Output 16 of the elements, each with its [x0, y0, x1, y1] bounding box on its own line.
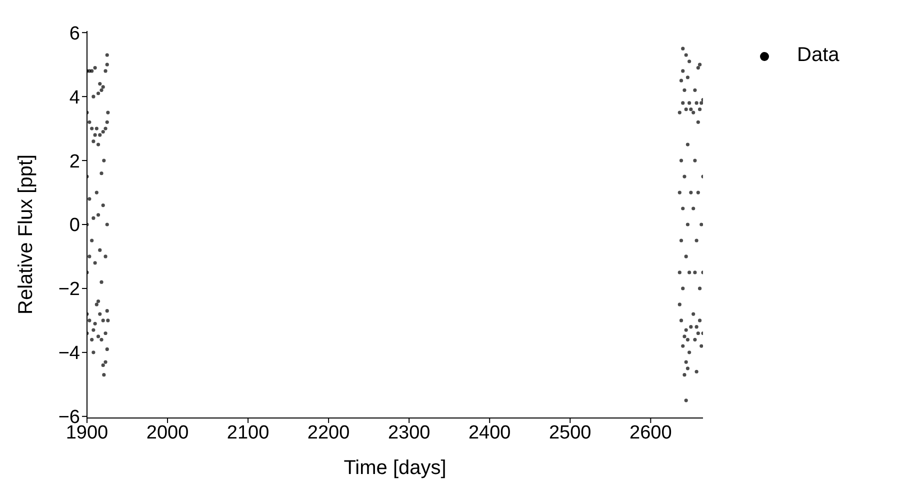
- y-tick-label: 0: [69, 215, 80, 236]
- x-tick-label: 2300: [388, 422, 430, 444]
- legend-label: Data: [797, 44, 840, 66]
- y-tick-label: 2: [69, 151, 80, 172]
- x-tick-label: 2500: [548, 422, 592, 444]
- x-axis-title: Time [days]: [344, 457, 446, 479]
- y-tick-label: −4: [58, 343, 80, 364]
- x-tick-label: 2000: [146, 422, 189, 444]
- y-tick-label: 6: [69, 23, 80, 44]
- x-tick-label: 2600: [630, 422, 672, 444]
- y-tick-label: −2: [58, 279, 80, 300]
- x-tick-label: 2200: [307, 422, 350, 444]
- x-tick-label: 2100: [226, 422, 270, 444]
- x-tick-label: 2400: [468, 422, 511, 444]
- y-axis-title: Relative Flux [ppt]: [15, 154, 38, 314]
- y-tick-label: 4: [69, 87, 80, 108]
